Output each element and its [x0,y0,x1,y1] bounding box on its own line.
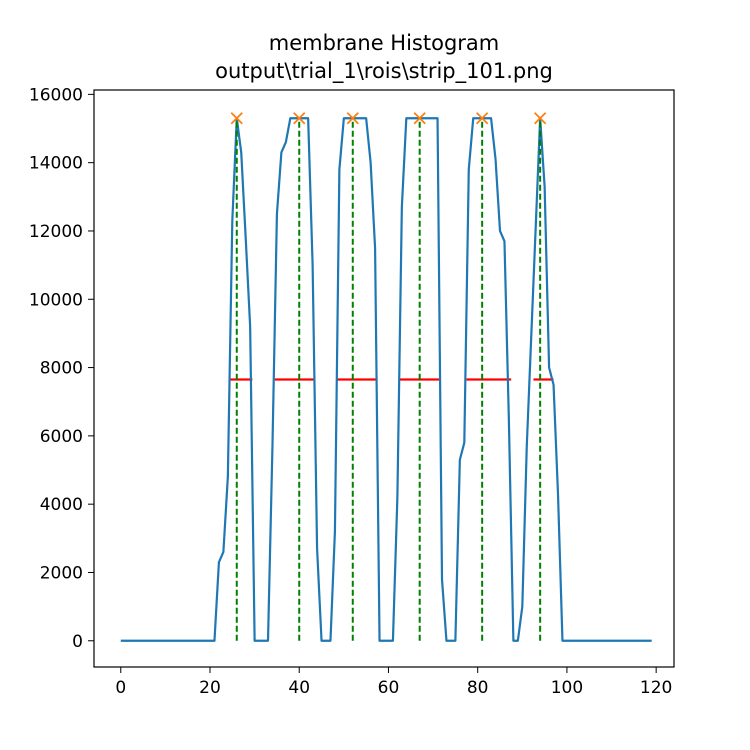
peak-marker-stroke [346,112,359,125]
x-tick-label: 120 [640,678,672,698]
peak-marker [476,112,489,125]
peak-marker-stroke [230,112,243,125]
peak-marker-stroke [413,112,426,125]
peak-marker-stroke [476,112,489,125]
y-tick-label: 12000 [29,222,83,242]
chart-subtitle: output\trial_1\rois\strip_101.png [215,59,553,84]
peak-marker [413,112,426,125]
y-tick-label: 2000 [40,563,83,583]
y-tick-label: 16000 [29,85,83,105]
y-tick-label: 8000 [40,359,83,379]
peak-marker [293,112,306,125]
chart-title: membrane Histogram [269,31,500,55]
x-tick-label: 100 [551,678,583,698]
x-tick-label: 80 [467,678,489,698]
peak-marker [230,112,243,125]
series-line [120,117,652,642]
peak-markers [230,112,547,125]
y-tick-label: 14000 [29,154,83,174]
peak-marker [534,112,547,125]
y-tick-label: 6000 [40,427,83,447]
y-tick-label: 0 [72,632,83,652]
y-tick-label: 4000 [40,495,83,515]
x-tick-label: 20 [199,678,221,698]
x-tick-label: 40 [288,678,310,698]
x-tick-label: 0 [115,678,126,698]
y-tick-label: 10000 [29,290,83,310]
peak-marker-stroke [534,112,547,125]
peak-marker-stroke [293,112,306,125]
axes: 0 20 40 60 80 100 120 0 2000 4000 6000 8000 10000 120… [29,85,672,698]
peak-lines [235,118,542,641]
series-group [120,117,652,642]
x-tick-label: 60 [378,678,400,698]
plot-area [93,89,675,668]
peak-marker [346,112,359,125]
